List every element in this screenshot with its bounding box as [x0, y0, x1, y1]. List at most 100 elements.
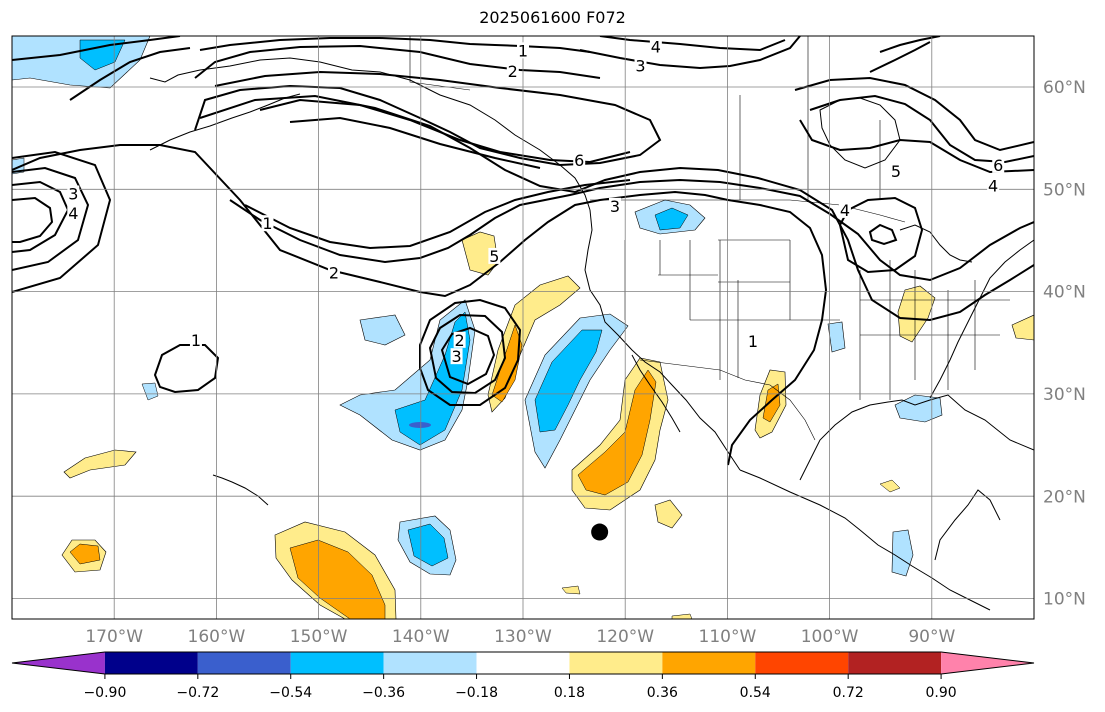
contour-label-bg [634, 57, 647, 74]
contour-nw-b [12, 196, 54, 243]
colorbar-segment [848, 652, 942, 674]
contour-label-bg [327, 264, 340, 281]
positive-anomaly-area [671, 613, 693, 619]
negative-anomaly-area [141, 382, 159, 401]
contour-ne-4 [879, 36, 941, 53]
lon-tick-label: 110°W [699, 627, 757, 647]
colorbar-tick-label: −0.36 [362, 685, 405, 701]
contour-label: 1 [262, 214, 272, 233]
negative-anomaly-area [359, 314, 406, 346]
map-frame [11, 35, 1035, 620]
negative-anomaly-core [654, 207, 689, 231]
storm-position-dot [591, 523, 609, 541]
yucatan [934, 489, 1001, 561]
contour-label: 4 [651, 37, 661, 56]
positive-anomaly-area [63, 449, 137, 479]
contour-label-bg [450, 348, 463, 365]
lat-tick-label: 30°N [1043, 385, 1086, 405]
contour-6 [289, 116, 541, 169]
positive-anomaly-core [69, 543, 101, 565]
contour-4-circle [838, 196, 924, 274]
lat-tick-label: 50°N [1043, 180, 1086, 200]
positive-anomaly-core [289, 539, 386, 619]
colorbar: −0.90 −0.72 −0.54 −0.36 −0.18 0.18 0.36 0.54 0.7… [11, 651, 1035, 701]
contour-label-bg [890, 163, 903, 180]
colorbar-tick-label: 0.36 [647, 685, 678, 701]
contour-label: 4 [68, 204, 78, 223]
contour-1 [199, 37, 591, 53]
contour-label-bg [608, 197, 621, 214]
colorbar-segment [941, 652, 1034, 674]
contour-label: 1 [191, 331, 201, 350]
longitude-labels: 170°W 160°W 150°W 140°W 130°W 120°W 110°W 100°W… [85, 627, 955, 647]
lat-tick-label: 10°N [1043, 590, 1086, 610]
negative-anomaly-area [827, 321, 846, 353]
contour-label-bg [838, 201, 851, 218]
contour-1-band [12, 144, 828, 466]
negative-anomaly-core [534, 329, 603, 433]
latitude-labels: 10°N 20°N 30°N 40°N 50°N 60°N [1043, 78, 1086, 609]
contour-label: 5 [489, 247, 499, 266]
contour-label: 1 [518, 41, 528, 60]
contour-label: 4 [840, 201, 850, 220]
positive-anomaly-area [879, 479, 901, 493]
contour-label: 4 [988, 176, 998, 195]
colorbar-tick-label: 0.72 [833, 685, 864, 701]
positive-anomaly-area [561, 585, 581, 595]
lat-tick-label: 40°N [1043, 283, 1086, 303]
aleutians [149, 93, 301, 151]
contour-nw-d [12, 150, 112, 293]
positive-anomaly-core [577, 369, 657, 496]
contour-label: 5 [891, 162, 901, 181]
colorbar-tick-label: −0.90 [83, 685, 126, 701]
contour-label-bg [488, 247, 501, 264]
colorbar-segment [290, 652, 384, 674]
great-lakes [899, 224, 973, 263]
lon-tick-label: 100°W [801, 627, 859, 647]
positive-anomaly-area [1011, 314, 1034, 341]
colorbar-tick-label: 0.18 [554, 685, 585, 701]
lon-tick-label: 90°W [908, 627, 955, 647]
contour-label-bg [453, 331, 466, 348]
contour-label-bg [987, 177, 1000, 194]
contour-label: 3 [610, 197, 620, 216]
contour-ne-3 [799, 119, 1034, 174]
strong-negative-spot [409, 422, 431, 428]
lon-tick-label: 160°W [188, 627, 246, 647]
colorbar-tick-label: −0.18 [455, 685, 498, 701]
colorbar-segment [476, 652, 570, 674]
contour-3 [579, 36, 801, 70]
lon-tick-label: 140°W [392, 627, 450, 647]
colorbar-segment [104, 652, 198, 674]
gulf-coast [799, 394, 1034, 481]
storm-marker [591, 523, 609, 541]
negative-anomaly-core [407, 523, 449, 567]
mexico-coast [739, 469, 991, 611]
contour-label: 2 [508, 62, 518, 81]
contour-label: 2 [329, 263, 339, 282]
contour-low-2 [428, 313, 507, 395]
contour-4-inner [868, 223, 898, 246]
negative-anomaly-core [394, 311, 471, 446]
contour-label: 3 [68, 185, 78, 204]
canada-us-border [590, 199, 906, 223]
contour-ne-1 [794, 76, 1034, 152]
lat-tick-label: 60°N [1043, 78, 1086, 98]
contour-label-bg [67, 204, 80, 221]
lon-tick-label: 170°W [85, 627, 143, 647]
lon-tick-label: 130°W [494, 627, 552, 647]
colorbar-tick-label: −0.54 [269, 685, 312, 701]
colorbar-segment [197, 652, 291, 674]
hawaii [212, 474, 269, 506]
gridlines [12, 36, 1034, 619]
contour-label: 6 [574, 151, 584, 170]
contour-label-bg [261, 215, 274, 232]
west-coast [584, 209, 741, 471]
contour-label: 1 [748, 332, 758, 351]
colorbar-segment [755, 652, 849, 674]
contour-ne-5 [869, 41, 931, 73]
colorbar-tick-label: 0.90 [926, 685, 957, 701]
contour-label: 2 [455, 331, 465, 350]
